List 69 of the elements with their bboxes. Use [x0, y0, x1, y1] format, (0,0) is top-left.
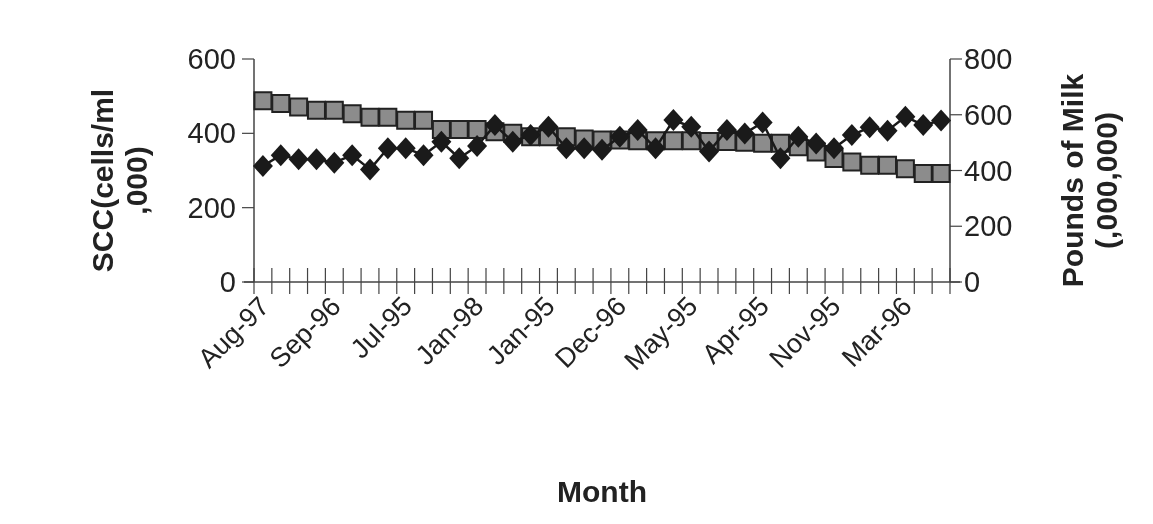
point — [271, 94, 291, 114]
point — [378, 107, 398, 127]
point — [878, 155, 898, 175]
point — [538, 115, 559, 138]
point — [306, 100, 326, 120]
y-tick-label: 200 — [187, 191, 236, 224]
point — [895, 159, 915, 179]
point — [806, 132, 827, 155]
point — [556, 137, 577, 160]
point — [467, 134, 488, 157]
point — [860, 155, 880, 175]
point — [645, 137, 666, 160]
point — [842, 152, 862, 172]
point — [574, 137, 595, 160]
x-axis-title: Month — [557, 475, 647, 508]
point — [913, 114, 934, 137]
point — [342, 144, 363, 167]
point — [895, 105, 916, 128]
point — [289, 97, 309, 117]
point — [484, 114, 505, 137]
point — [663, 131, 683, 151]
y2-tick-label: 200 — [964, 210, 1013, 243]
y2-tick-label: 600 — [964, 98, 1013, 131]
y2-tick-label: 800 — [964, 43, 1013, 76]
point — [502, 130, 523, 153]
point — [413, 144, 434, 167]
point — [592, 138, 612, 161]
point — [252, 155, 273, 178]
y-tick-label: 0 — [219, 266, 236, 299]
y2-tick-label: 400 — [964, 154, 1013, 187]
y2-axis-title: Pounds of Milk (,000,000) — [1056, 73, 1123, 288]
point — [841, 124, 862, 147]
point — [788, 125, 809, 148]
point — [377, 137, 398, 160]
point — [288, 148, 309, 171]
point — [753, 133, 773, 153]
point — [342, 104, 362, 124]
point — [253, 91, 273, 111]
point — [270, 144, 291, 167]
point — [752, 111, 773, 134]
point — [663, 109, 684, 132]
point — [414, 110, 434, 130]
point — [699, 140, 720, 163]
point — [431, 130, 452, 153]
point — [931, 163, 951, 183]
point — [716, 119, 737, 142]
point — [734, 122, 755, 145]
point — [627, 119, 648, 142]
point — [770, 147, 791, 170]
point — [681, 115, 702, 138]
point — [913, 163, 933, 183]
y-axis-title: SCC(cells/ml ,000) — [86, 88, 153, 273]
point — [324, 151, 345, 174]
point — [859, 116, 880, 139]
point — [609, 125, 630, 148]
point — [449, 120, 469, 140]
y2-tick-label: 0 — [964, 266, 981, 299]
point — [449, 147, 470, 170]
point — [931, 109, 952, 132]
point — [824, 137, 844, 160]
y-tick-label: 600 — [187, 43, 236, 76]
point — [395, 137, 416, 160]
y-tick-label: 400 — [187, 117, 236, 150]
point — [306, 148, 327, 171]
point — [877, 119, 898, 142]
point — [324, 100, 344, 120]
point — [396, 110, 416, 130]
point — [360, 158, 380, 181]
point — [360, 107, 380, 127]
